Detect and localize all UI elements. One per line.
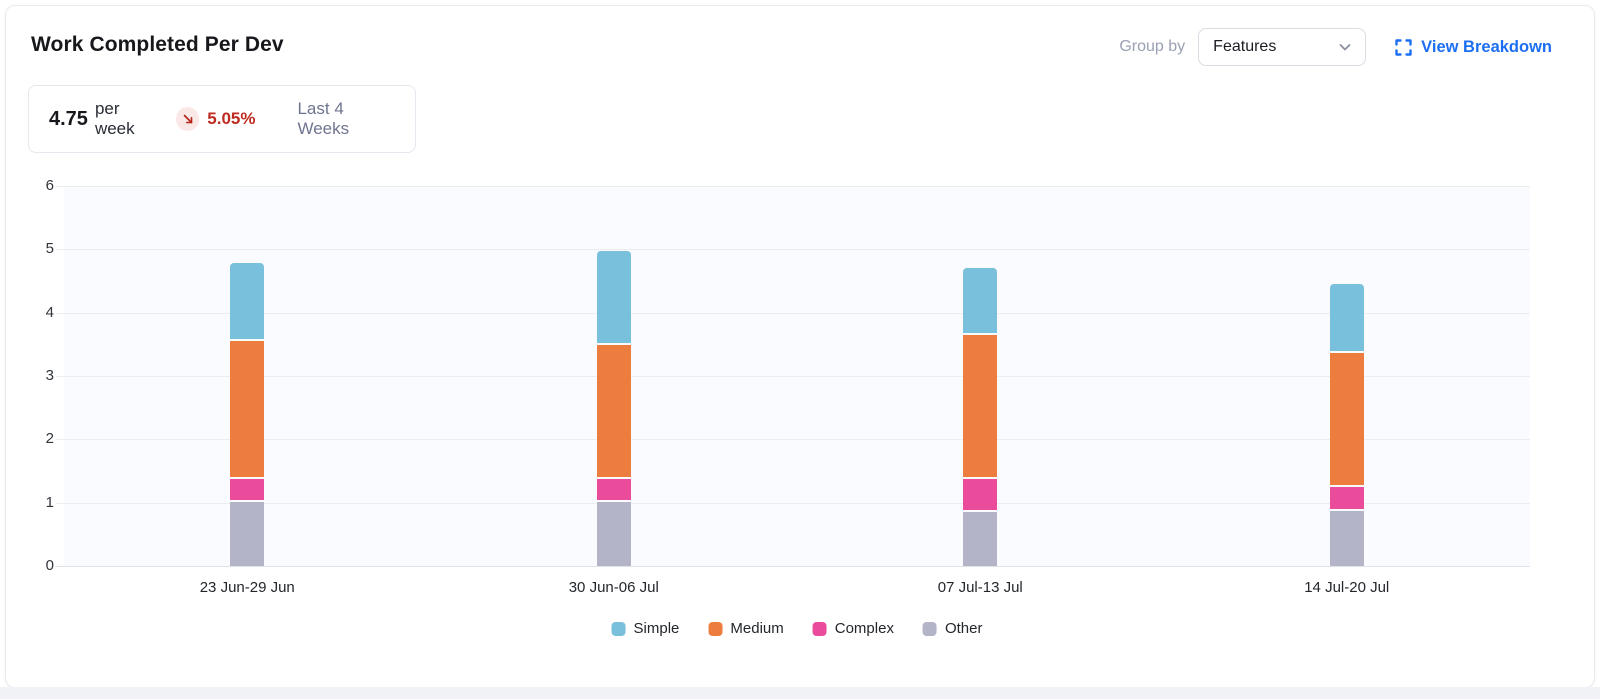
legend-item-simple[interactable]: Simple xyxy=(611,620,680,637)
legend-swatch-icon xyxy=(611,621,626,636)
bar-group xyxy=(1329,186,1364,566)
bar-segment-medium[interactable] xyxy=(1329,352,1364,485)
y-axis-tick: 6 xyxy=(45,177,54,194)
view-breakdown-button[interactable]: View Breakdown xyxy=(1395,38,1552,57)
bar-segment-other[interactable] xyxy=(596,501,631,566)
legend-item-medium[interactable]: Medium xyxy=(708,620,784,637)
legend-swatch-icon xyxy=(922,621,937,636)
x-axis-label: 14 Jul-20 Jul xyxy=(1304,579,1390,596)
bar-segment-complex[interactable] xyxy=(230,479,265,500)
legend-item-complex[interactable]: Complex xyxy=(812,620,894,637)
bar-segment-medium[interactable] xyxy=(596,345,631,478)
legend-label: Complex xyxy=(834,620,894,637)
stat-value: 4.75 xyxy=(49,107,88,130)
gridline xyxy=(56,249,1530,251)
legend-item-other[interactable]: Other xyxy=(922,620,983,637)
chart-legend: Simple Medium Complex Other xyxy=(611,620,983,637)
bar-segment-simple[interactable] xyxy=(1329,284,1364,351)
y-axis-tick: 1 xyxy=(45,493,54,511)
bar-segment-medium[interactable] xyxy=(230,341,265,478)
y-axis-tick: 3 xyxy=(45,367,54,384)
bar-group xyxy=(963,186,998,566)
y-axis-tick: 4 xyxy=(45,303,54,321)
stat-delta: 5.05% xyxy=(207,109,256,128)
chevron-down-icon xyxy=(1338,40,1352,54)
legend-label: Medium xyxy=(730,620,784,637)
bar-segment-simple[interactable] xyxy=(963,268,998,333)
bar-group xyxy=(230,186,265,566)
bar-segment-other[interactable] xyxy=(1329,511,1364,566)
bar-segment-other[interactable] xyxy=(963,511,998,566)
gridline xyxy=(56,186,1530,187)
bar-segment-simple[interactable] xyxy=(230,263,265,340)
expand-icon xyxy=(1395,38,1412,56)
legend-label: Simple xyxy=(633,620,680,637)
stat-unit: per week xyxy=(94,99,135,138)
work-completed-chart: 0 1 2 3 4 5 6 23 Jun-29 Jun 30 Jun-06 Jul 07 Jul-… xyxy=(6,6,1596,689)
gridline xyxy=(56,312,1530,314)
y-axis-tick: 0 xyxy=(45,557,54,574)
bar-segment-complex[interactable] xyxy=(963,478,998,510)
x-axis-label: 30 Jun-06 Jul xyxy=(568,579,659,596)
summary-stat-chip: 4.75 per week 5.05% Last 4 Weeks xyxy=(28,85,416,153)
bar-segment-complex[interactable] xyxy=(596,479,631,500)
x-axis-label: 07 Jul-13 Jul xyxy=(937,579,1023,596)
bar-segment-medium[interactable] xyxy=(963,334,998,477)
bar-group xyxy=(596,186,631,566)
bar-segment-other[interactable] xyxy=(230,501,265,566)
gridline xyxy=(56,376,1530,377)
page-background-strip xyxy=(0,687,1600,699)
gridline xyxy=(56,439,1530,441)
work-completed-card: Work Completed Per Dev Group by Features… xyxy=(5,5,1595,688)
legend-swatch-icon xyxy=(708,621,723,636)
gridline xyxy=(56,502,1530,504)
bar-segment-simple[interactable] xyxy=(596,251,631,344)
bar-segment-complex[interactable] xyxy=(1329,486,1364,509)
y-axis-tick: 2 xyxy=(45,430,54,448)
header-controls: Group by Features View Breakdown xyxy=(1119,28,1552,66)
stat-period: Last 4 Weeks xyxy=(297,99,350,138)
legend-swatch-icon xyxy=(812,621,827,636)
gridline xyxy=(56,566,1530,567)
group-by-selected-value: Features xyxy=(1213,38,1277,55)
group-by-label: Group by xyxy=(1119,38,1186,55)
y-axis-tick: 5 xyxy=(45,240,54,258)
trend-down-icon xyxy=(176,107,200,131)
view-breakdown-label: View Breakdown xyxy=(1421,37,1552,56)
x-axis-label: 23 Jun-29 Jun xyxy=(199,579,295,596)
group-by-select[interactable]: Features xyxy=(1198,28,1367,66)
legend-label: Other xyxy=(944,620,983,637)
page-title: Work Completed Per Dev xyxy=(31,33,284,56)
